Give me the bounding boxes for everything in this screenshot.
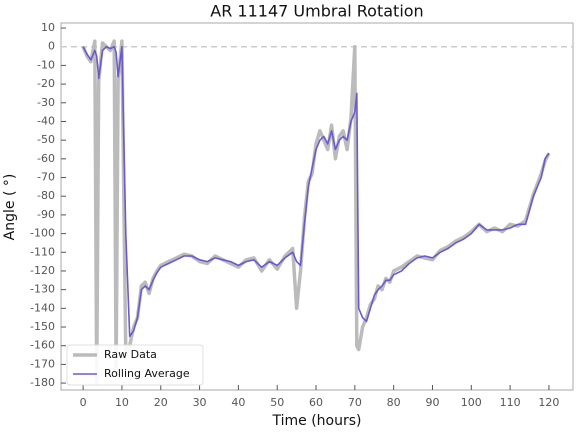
x-tick-label: 60: [309, 396, 323, 409]
y-tick-label: -30: [37, 96, 55, 109]
y-tick-label: -40: [37, 114, 55, 127]
y-tick-label: -150: [30, 320, 55, 333]
x-tick-label: 50: [270, 396, 284, 409]
plot-area: [60, 22, 574, 391]
y-tick-label: -10: [37, 58, 55, 71]
x-tick-label: 10: [115, 396, 129, 409]
x-tick-label: 30: [193, 396, 207, 409]
y-tick-label: -180: [30, 376, 55, 389]
x-tick-label: 0: [80, 396, 87, 409]
legend-label: Rolling Average: [104, 367, 190, 380]
legend: Raw Data Rolling Average: [66, 344, 204, 386]
y-tick-label: -120: [30, 264, 55, 277]
y-tick-label: -80: [37, 189, 55, 202]
x-tick-label: 80: [387, 396, 401, 409]
x-tick-label: 70: [348, 396, 362, 409]
x-tick-label: 120: [538, 396, 559, 409]
y-tick-label: 0: [48, 40, 55, 53]
y-tick-label: -20: [37, 77, 55, 90]
x-tick-label: 90: [425, 396, 439, 409]
y-tick-label: -60: [37, 152, 55, 165]
x-tick-label: 40: [231, 396, 245, 409]
y-tick-label: -140: [30, 301, 55, 314]
y-tick-label: 10: [41, 21, 55, 34]
x-tick-label: 110: [500, 396, 521, 409]
y-tick-label: -70: [37, 171, 55, 184]
legend-box: [66, 344, 204, 386]
x-tick-label: 100: [461, 396, 482, 409]
y-tick-label: -160: [30, 339, 55, 352]
y-tick-label: -110: [30, 245, 55, 258]
y-tick-label: -50: [37, 133, 55, 146]
x-axis-label: Time (hours): [272, 413, 362, 429]
data-line: [82, 45, 550, 338]
y-tick-label: -130: [30, 283, 55, 296]
y-tick-label: -170: [30, 357, 55, 370]
x-tick-label: 20: [154, 396, 168, 409]
y-tick-label: -100: [30, 227, 55, 240]
y-tick-label: -90: [37, 208, 55, 221]
chart-title: AR 11147 Umbral Rotation: [210, 2, 423, 21]
legend-label: Raw Data: [104, 348, 157, 361]
y-axis-label: Angle ( °): [2, 174, 18, 241]
